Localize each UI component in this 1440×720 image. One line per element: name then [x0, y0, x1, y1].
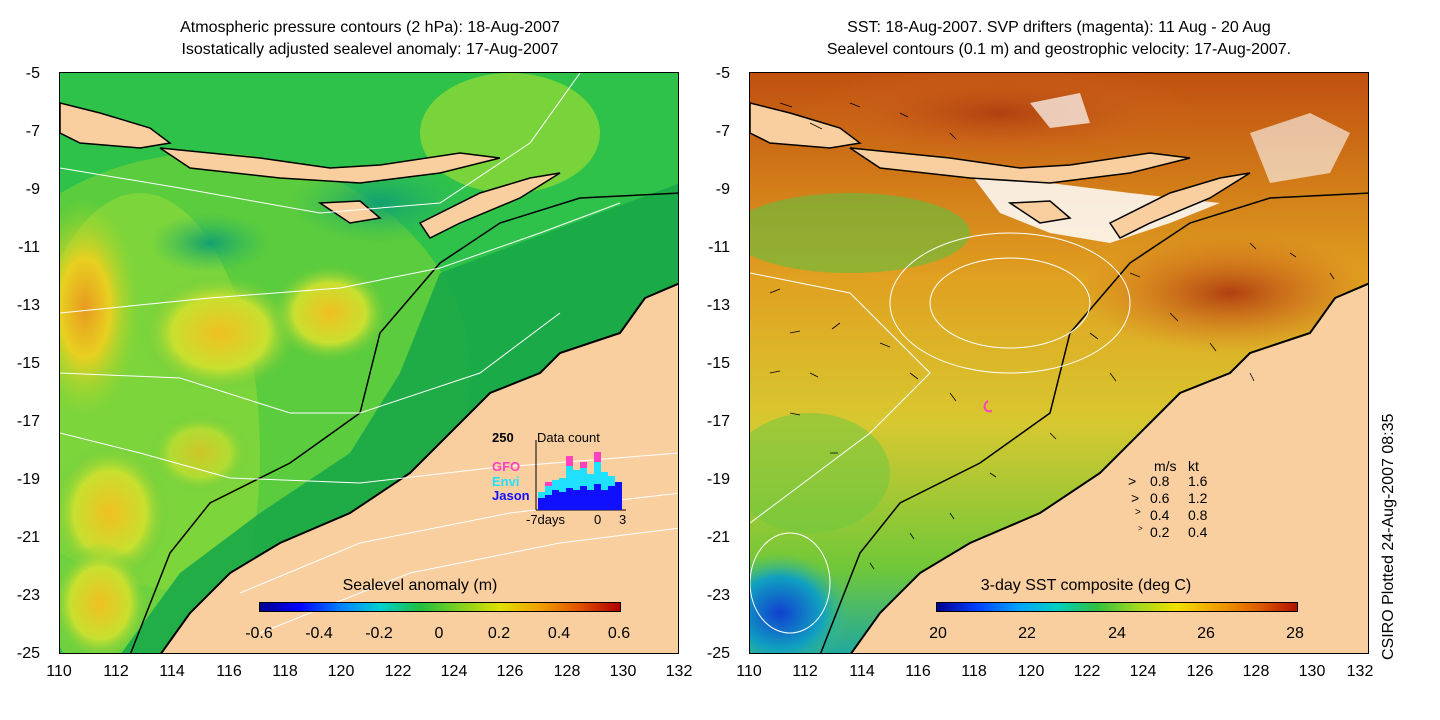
x-tick: 120 — [1017, 663, 1045, 680]
x-tick: 130 — [609, 663, 637, 680]
colorbar-tick: 28 — [1286, 625, 1304, 642]
x-tick: 130 — [1298, 663, 1326, 680]
x-tick: 126 — [496, 663, 524, 680]
velocity-legend-kt: 1.6 — [1188, 473, 1208, 489]
velocity-legend-kt-header: kt — [1188, 458, 1199, 474]
inset-legend-jason: Jason — [492, 488, 530, 503]
x-tick: 124 — [1129, 663, 1157, 680]
velocity-legend-ms: 0.6 — [1150, 490, 1170, 506]
x-tick: 116 — [905, 663, 931, 680]
right-colorbar-label: 3-day SST composite (deg C) — [980, 577, 1192, 594]
velocity-legend-kt: 0.4 — [1188, 524, 1208, 540]
y-tick: -9 — [25, 181, 40, 198]
colorbar-tick: 24 — [1108, 625, 1126, 642]
colorbar-tick: -0.2 — [365, 625, 393, 642]
x-tick: 110 — [46, 663, 72, 680]
x-tick: 118 — [961, 663, 987, 680]
velocity-arrows — [769, 102, 1335, 570]
inset-x-start: -7days — [526, 512, 566, 527]
x-tick: 114 — [159, 663, 185, 680]
x-tick: 132 — [1346, 663, 1374, 680]
x-tick: 110 — [736, 663, 762, 680]
y-tick: -9 — [715, 181, 730, 198]
right-map-sst — [749, 72, 1369, 654]
y-tick: -11 — [18, 239, 40, 256]
colorbar-tick: 20 — [929, 625, 947, 642]
left-colorbar-label: Sealevel anomaly (m) — [342, 577, 498, 594]
velocity-legend-kt: 1.2 — [1188, 490, 1208, 506]
y-tick: -5 — [25, 65, 40, 82]
left-map-sealevel — [59, 72, 679, 654]
x-tick: 116 — [216, 663, 242, 680]
velocity-arrow-glyph: > — [1138, 524, 1143, 533]
x-tick: 112 — [792, 663, 818, 680]
y-tick: -23 — [16, 587, 40, 604]
colorbar-tick: 26 — [1197, 625, 1215, 642]
colorbar-tick: -0.6 — [245, 625, 273, 642]
colorbar-tick: 0.2 — [487, 625, 511, 642]
x-tick: 124 — [440, 663, 468, 680]
y-tick: -25 — [706, 645, 730, 662]
left-title-line2: Isostatically adjusted sealevel anomaly:… — [181, 41, 559, 58]
right-title-line2: Sealevel contours (0.1 m) and geostrophi… — [826, 41, 1292, 58]
y-tick: -5 — [715, 65, 730, 82]
y-tick: -23 — [706, 587, 730, 604]
left-colorbar — [259, 602, 621, 612]
velocity-legend-ms-header: m/s — [1154, 458, 1177, 474]
x-tick: 114 — [849, 663, 875, 680]
inset-x-zero: 0 — [594, 512, 602, 527]
y-tick: -21 — [706, 529, 730, 546]
inset-title: Data count — [537, 430, 600, 445]
right-title-line1: SST: 18-Aug-2007. SVP drifters (magenta)… — [847, 19, 1271, 36]
velocity-arrow-glyph: > — [1128, 473, 1137, 489]
y-tick: -13 — [706, 297, 730, 314]
inset-bars — [535, 440, 626, 511]
y-tick: -13 — [16, 297, 40, 314]
colorbar-tick: 22 — [1018, 625, 1036, 642]
y-tick: -11 — [708, 239, 730, 256]
colorbar-tick: 0.6 — [607, 625, 631, 642]
velocity-arrow-glyph: > — [1131, 490, 1140, 506]
velocity-legend-ms: 0.2 — [1150, 524, 1170, 540]
velocity-legend-ms: 0.4 — [1150, 507, 1170, 523]
velocity-arrow-glyph: > — [1135, 507, 1141, 518]
inset-legend-gfo: GFO — [492, 459, 521, 474]
colorbar-tick: 0 — [434, 625, 444, 642]
y-tick: -21 — [16, 529, 40, 546]
y-tick: -19 — [16, 471, 40, 488]
x-tick: 126 — [1186, 663, 1214, 680]
velocity-legend-kt: 0.8 — [1188, 507, 1208, 523]
y-tick: -25 — [16, 645, 40, 662]
x-tick: 128 — [553, 663, 581, 680]
inset-legend-envi: Envi — [492, 474, 520, 489]
y-tick: -7 — [715, 123, 730, 140]
y-tick: -17 — [16, 413, 40, 430]
y-tick: -17 — [706, 413, 730, 430]
left-title-line1: Atmospheric pressure contours (2 hPa): 1… — [180, 19, 560, 36]
y-tick: -15 — [706, 355, 730, 372]
inset-x-end: 3 — [619, 512, 627, 527]
x-tick: 122 — [384, 663, 412, 680]
x-tick: 132 — [665, 663, 693, 680]
x-tick: 128 — [1242, 663, 1270, 680]
right-colorbar — [936, 602, 1298, 612]
velocity-legend-ms: 0.8 — [1150, 473, 1170, 489]
x-tick: 112 — [103, 663, 129, 680]
y-tick: -19 — [706, 471, 730, 488]
x-tick: 118 — [272, 663, 298, 680]
colorbar-tick: -0.4 — [305, 625, 333, 642]
y-tick: -15 — [16, 355, 40, 372]
x-tick: 120 — [327, 663, 355, 680]
inset-max-label: 250 — [492, 430, 514, 445]
x-tick: 122 — [1073, 663, 1101, 680]
credit-text: CSIRO Plotted 24-Aug-2007 08:35 — [1380, 413, 1397, 660]
y-tick: -7 — [25, 123, 40, 140]
colorbar-tick: 0.4 — [547, 625, 571, 642]
